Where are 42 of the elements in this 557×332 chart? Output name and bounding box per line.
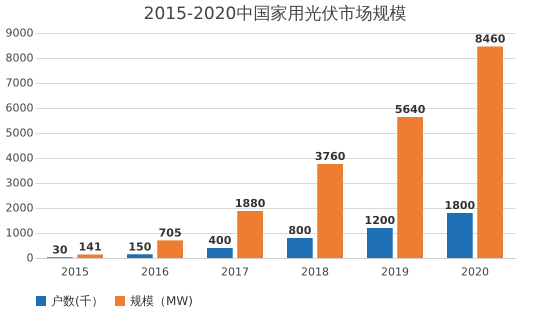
- x-tick-label: 2018: [301, 266, 329, 278]
- y-tick-label: 8000: [6, 52, 34, 64]
- x-tick-label: 2015: [61, 266, 89, 278]
- x-tick-label: 2019: [381, 266, 409, 278]
- bar: [287, 238, 313, 258]
- data-label: 8460: [474, 32, 506, 46]
- y-tick-label: 1000: [6, 226, 34, 240]
- chart-title: 2015-2020中国家用光伏市场规模: [144, 4, 406, 24]
- data-label: 141: [78, 240, 102, 254]
- bar: [77, 254, 103, 258]
- legend-label: 规模（MW): [130, 294, 193, 308]
- data-label: 150: [128, 240, 152, 254]
- x-tick-label: 2017: [221, 266, 249, 278]
- y-tick-label: 6000: [6, 102, 34, 114]
- legend-label: 户数(千）: [51, 294, 104, 308]
- data-label: 1200: [364, 214, 396, 227]
- data-label: 1800: [444, 199, 476, 212]
- data-label: 705: [158, 226, 182, 240]
- y-tick-label: 7000: [6, 76, 34, 90]
- data-label: 5640: [394, 103, 426, 116]
- x-tick-label: 2020: [461, 266, 489, 278]
- bar: [397, 117, 423, 258]
- data-label: 30: [52, 243, 68, 256]
- bar: [207, 248, 233, 258]
- bar: [127, 254, 153, 258]
- bar: [237, 211, 263, 258]
- data-label: 400: [208, 234, 232, 247]
- y-tick-label: 9000: [6, 26, 34, 40]
- data-label: 3760: [314, 150, 346, 163]
- bar: [477, 46, 503, 258]
- bar: [367, 228, 393, 258]
- x-tick-label: 2016: [141, 266, 169, 278]
- data-label: 800: [288, 224, 312, 237]
- data-label: 1880: [234, 197, 266, 210]
- y-tick-label: 2000: [6, 202, 34, 214]
- y-tick-label: 0: [26, 252, 34, 264]
- bar: [317, 164, 343, 258]
- y-tick-label: 5000: [6, 126, 34, 140]
- bar: [157, 240, 183, 258]
- y-tick-label: 4000: [6, 152, 34, 164]
- bar: [447, 213, 473, 258]
- y-tick-label: 3000: [6, 176, 34, 190]
